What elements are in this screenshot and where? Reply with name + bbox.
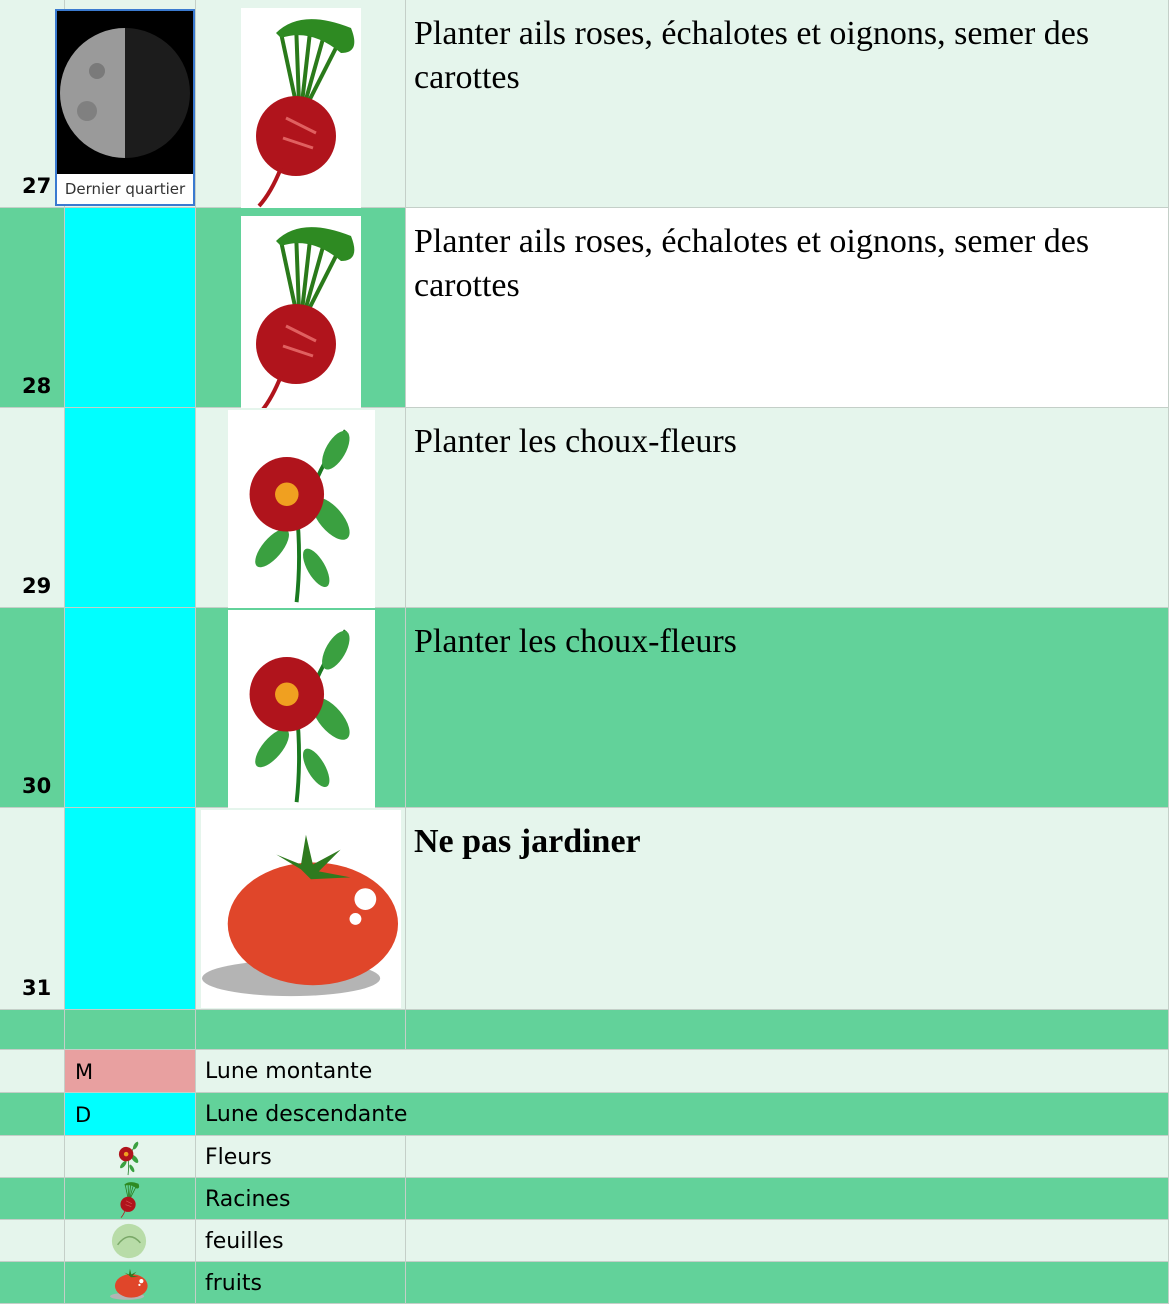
flower-image: [110, 1138, 148, 1176]
flower-icon: [228, 610, 375, 808]
tomato-icon: [110, 1264, 148, 1302]
legend-code: D: [75, 1103, 92, 1127]
tomato-image: [110, 1264, 148, 1302]
day-number: 30: [22, 774, 52, 798]
legend-label: feuilles: [205, 1229, 284, 1254]
cell: [406, 1136, 1169, 1178]
task-text: Planter les choux-fleurs: [414, 623, 737, 660]
cell: [406, 808, 1169, 1010]
cell: [196, 1136, 406, 1178]
beet-icon: [241, 8, 361, 208]
moon-label: Dernier quartier: [57, 174, 193, 204]
cell: [0, 1178, 65, 1220]
flower-icon: [228, 410, 375, 608]
task-text: Planter ails roses, échalotes et oignons…: [414, 15, 1090, 96]
legend-label: fruits: [205, 1271, 262, 1296]
cell: [406, 1262, 1169, 1304]
legend-label: Racines: [205, 1187, 291, 1212]
legend-label: Lune montante: [205, 1059, 373, 1084]
moon-image: Dernier quartier: [55, 9, 195, 206]
flower-icon: [110, 1138, 148, 1176]
cabbage-icon: [110, 1222, 148, 1260]
cell: [0, 208, 65, 408]
cell: [65, 408, 196, 608]
cell: [65, 808, 196, 1010]
moon: [60, 28, 190, 158]
flower-image: [228, 410, 375, 608]
tomato-icon: [201, 810, 401, 1008]
cell: [0, 1262, 65, 1304]
beet-image: [241, 8, 361, 208]
day-number: 28: [22, 374, 52, 398]
flower-image: [228, 610, 375, 808]
cell: [0, 1136, 65, 1178]
cell: [406, 608, 1169, 808]
cell: [65, 208, 196, 408]
cell: [0, 1010, 65, 1050]
cell: [406, 0, 1169, 208]
task-text: Planter les choux-fleurs: [414, 423, 737, 460]
legend-label: Lune descendante: [205, 1102, 408, 1127]
cell: [0, 408, 65, 608]
beet-image: [110, 1180, 148, 1218]
day-number: 29: [22, 574, 52, 598]
cell: [196, 1050, 1169, 1093]
cell: [0, 1050, 65, 1093]
cell: [406, 1178, 1169, 1220]
cell: [65, 608, 196, 808]
cell: [0, 1220, 65, 1262]
day-number: 31: [22, 976, 52, 1000]
cell: [196, 1178, 406, 1220]
cell: [0, 808, 65, 1010]
legend-label: Fleurs: [205, 1145, 272, 1170]
cell: [196, 1220, 406, 1262]
cell: [0, 608, 65, 808]
cell: [0, 1093, 65, 1136]
beet-icon: [241, 216, 361, 416]
beet-image: [241, 216, 361, 416]
tomato-image: [201, 810, 401, 1008]
cell: [65, 1093, 196, 1136]
day-number: 27: [22, 174, 52, 198]
cell: [406, 1010, 1169, 1050]
legend-code: M: [75, 1060, 94, 1084]
cell: [406, 208, 1169, 408]
cabbage-image: [110, 1222, 148, 1260]
beet-icon: [110, 1180, 148, 1218]
cell: [196, 1010, 406, 1050]
task-text: Ne pas jardiner: [414, 823, 641, 860]
cell: [65, 1010, 196, 1050]
cell: [406, 1220, 1169, 1262]
cell: [65, 1050, 196, 1093]
task-text: Planter ails roses, échalotes et oignons…: [414, 223, 1090, 304]
